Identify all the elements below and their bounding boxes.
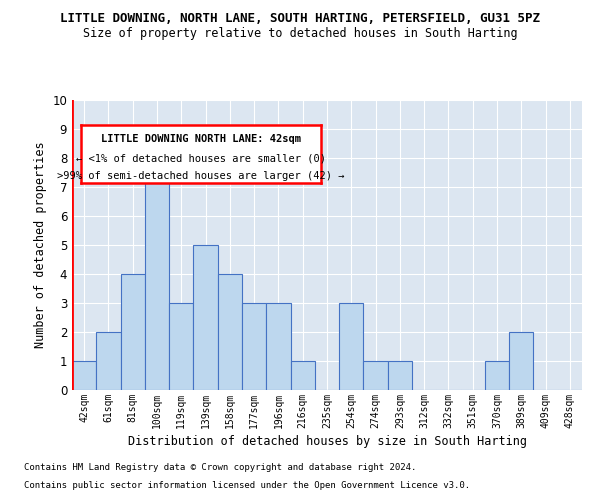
- Text: LITTLE DOWNING NORTH LANE: 42sqm: LITTLE DOWNING NORTH LANE: 42sqm: [101, 134, 301, 144]
- Bar: [218, 274, 242, 390]
- Text: Contains HM Land Registry data © Crown copyright and database right 2024.: Contains HM Land Registry data © Crown c…: [24, 464, 416, 472]
- Bar: [339, 303, 364, 390]
- Text: Distribution of detached houses by size in South Harting: Distribution of detached houses by size …: [128, 435, 527, 448]
- Text: Contains public sector information licensed under the Open Government Licence v3: Contains public sector information licen…: [24, 481, 470, 490]
- Bar: [121, 274, 145, 390]
- Bar: [169, 303, 193, 390]
- Text: >99% of semi-detached houses are larger (42) →: >99% of semi-detached houses are larger …: [57, 170, 345, 180]
- Bar: [145, 158, 169, 390]
- Bar: [509, 332, 533, 390]
- Y-axis label: Number of detached properties: Number of detached properties: [34, 142, 47, 348]
- Bar: [96, 332, 121, 390]
- Bar: [290, 361, 315, 390]
- Text: ← <1% of detached houses are smaller (0): ← <1% of detached houses are smaller (0): [76, 154, 326, 164]
- Text: LITTLE DOWNING, NORTH LANE, SOUTH HARTING, PETERSFIELD, GU31 5PZ: LITTLE DOWNING, NORTH LANE, SOUTH HARTIN…: [60, 12, 540, 26]
- Bar: [242, 303, 266, 390]
- Bar: [72, 361, 96, 390]
- Bar: [266, 303, 290, 390]
- Bar: [193, 245, 218, 390]
- Bar: [388, 361, 412, 390]
- Bar: [364, 361, 388, 390]
- Text: Size of property relative to detached houses in South Harting: Size of property relative to detached ho…: [83, 28, 517, 40]
- Bar: [485, 361, 509, 390]
